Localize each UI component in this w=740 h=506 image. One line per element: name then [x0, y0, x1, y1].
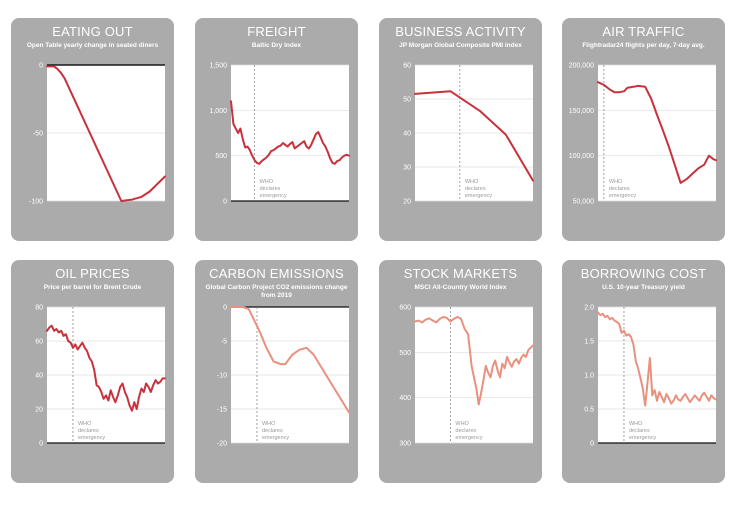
- chart-title: STOCK MARKETS: [403, 266, 518, 281]
- chart-card: EATING OUT Open Table yearly change in se…: [11, 18, 174, 241]
- chart-card: FREIGHT Baltic Dry Index 1,500 1,000 500 0 WHO…: [195, 18, 358, 241]
- series-line: [414, 316, 534, 406]
- chart-svg: 200,000 150,000 100,000 50,000 WHOdeclaresem…: [569, 63, 717, 206]
- y-tick-label: 60: [403, 63, 411, 70]
- chart-card: AIR TRAFFIC Flightradar24 flights per day…: [562, 18, 725, 241]
- who-annotation-text: emergency: [465, 193, 492, 199]
- y-tick-label: 20: [35, 407, 43, 414]
- who-annotation-text: declares: [609, 186, 630, 192]
- chart-subtitle: Open Table yearly change in seated diner…: [26, 42, 159, 49]
- chart-title: FREIGHT: [247, 24, 306, 39]
- y-tick-label: 150,000: [569, 108, 594, 115]
- y-tick-label: 30: [403, 165, 411, 172]
- who-annotation-text: declares: [78, 428, 99, 434]
- chart-subtitle: Baltic Dry Index: [251, 42, 302, 49]
- chart-svg: 0 -50 -100: [29, 63, 166, 206]
- who-annotation-text: declares: [455, 428, 476, 434]
- who-annotation-text: WHO: [78, 421, 92, 427]
- who-annotation-text: WHO: [260, 179, 274, 185]
- who-annotation-text: declares: [629, 428, 650, 434]
- series-line: [46, 324, 166, 412]
- who-annotation-text: WHO: [629, 421, 643, 427]
- y-tick-label: 0: [39, 441, 43, 448]
- chart-title: EATING OUT: [52, 24, 133, 39]
- who-annotation-text: declares: [260, 186, 281, 192]
- y-tick-label: 300: [399, 441, 411, 448]
- chart-title: AIR TRAFFIC: [602, 24, 685, 39]
- chart-card: CARBON EMISSIONS Global Carbon Project CO…: [195, 260, 358, 483]
- plot-area: [598, 65, 716, 201]
- y-tick-label: 200,000: [569, 63, 594, 70]
- chart-title: BUSINESS ACTIVITY: [395, 24, 526, 39]
- chart-subtitle: Price per barrel for Brent Crude: [43, 284, 142, 291]
- who-annotation-text: declares: [465, 186, 486, 192]
- who-annotation-text: emergency: [455, 435, 482, 441]
- chart-title: CARBON EMISSIONS: [209, 266, 344, 281]
- y-tick-label: 20: [403, 199, 411, 206]
- chart-subtitle: MSCI All-Country World Index: [414, 284, 507, 291]
- y-tick-label: 500: [215, 153, 227, 160]
- who-annotation-text: WHO: [609, 179, 623, 185]
- who-annotation-text: emergency: [78, 435, 105, 441]
- series-line: [597, 81, 717, 184]
- y-tick-label: -50: [33, 131, 43, 138]
- chart-card: STOCK MARKETS MSCI All-Country World Inde…: [379, 260, 542, 483]
- y-tick-label: -20: [217, 441, 227, 448]
- series-line: [230, 100, 350, 165]
- y-tick-label: 2.0: [584, 305, 594, 312]
- who-annotation-text: emergency: [262, 435, 289, 441]
- series-line: [414, 90, 534, 182]
- who-annotation-text: emergency: [629, 435, 656, 441]
- y-tick-label: 500: [399, 350, 411, 357]
- y-tick-label: -10: [217, 373, 227, 380]
- y-tick-label: 0: [223, 199, 227, 206]
- series-line: [46, 65, 166, 202]
- who-annotation-text: WHO: [455, 421, 469, 427]
- y-tick-label: 1,500: [209, 63, 227, 70]
- y-tick-label: 40: [35, 373, 43, 380]
- who-annotation-text: WHO: [465, 179, 479, 185]
- y-tick-label: 80: [35, 305, 43, 312]
- who-annotation-text: emergency: [609, 193, 636, 199]
- who-annotation-text: emergency: [260, 193, 287, 199]
- chart-card: OIL PRICES Price per barrel for Brent Cru…: [11, 260, 174, 483]
- chart-subtitle: Flightradar24 flights per day, 7-day avg…: [582, 42, 705, 49]
- y-tick-label: 1,000: [209, 108, 227, 115]
- y-tick-label: 0: [39, 63, 43, 70]
- y-tick-label: 60: [35, 339, 43, 346]
- y-tick-label: 100,000: [569, 153, 594, 160]
- series-line: [230, 306, 350, 414]
- chart-subtitle: Global Carbon Project CO2 emissions chan…: [205, 284, 348, 299]
- y-tick-label: 0: [223, 305, 227, 312]
- chart-card: BORROWING COST U.S. 10-year Treasury yiel…: [562, 260, 725, 483]
- y-tick-label: 50,000: [573, 199, 595, 206]
- y-tick-label: 40: [403, 131, 411, 138]
- who-annotation-text: WHO: [262, 421, 276, 427]
- y-tick-label: 600: [399, 305, 411, 312]
- y-tick-label: 0.5: [584, 407, 594, 414]
- y-tick-label: 1.5: [584, 339, 594, 346]
- plot-area: [231, 65, 349, 201]
- series-line: [597, 311, 717, 407]
- chart-title: BORROWING COST: [580, 266, 707, 281]
- y-tick-label: -100: [29, 199, 43, 206]
- y-tick-label: -5: [221, 339, 227, 346]
- y-tick-label: 1.0: [584, 373, 594, 380]
- y-tick-label: 0: [590, 441, 594, 448]
- y-tick-label: 50: [403, 97, 411, 104]
- chart-subtitle: U.S. 10-year Treasury yield: [602, 284, 685, 291]
- chart-title: OIL PRICES: [55, 266, 130, 281]
- y-tick-label: -15: [217, 407, 227, 414]
- y-tick-label: 400: [399, 395, 411, 402]
- chart-subtitle: JP Morgan Global Composite PMI index: [399, 42, 522, 49]
- who-annotation-text: declares: [262, 428, 283, 434]
- chart-card: BUSINESS ACTIVITY JP Morgan Global Compos…: [379, 18, 542, 241]
